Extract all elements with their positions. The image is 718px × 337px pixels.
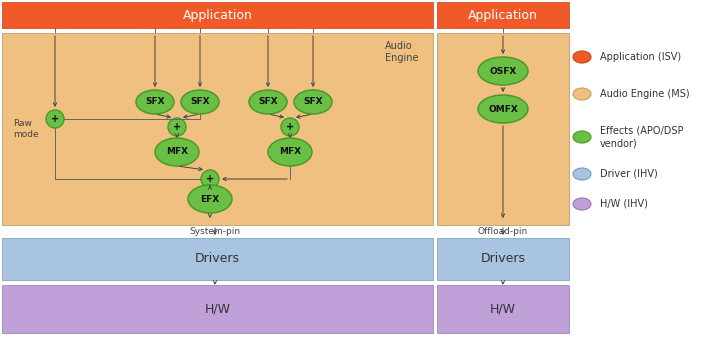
- Text: Raw
mode: Raw mode: [13, 119, 39, 139]
- Bar: [437, 33, 569, 225]
- Ellipse shape: [181, 90, 219, 114]
- Ellipse shape: [294, 90, 332, 114]
- Ellipse shape: [201, 170, 219, 188]
- Ellipse shape: [478, 57, 528, 85]
- Text: EFX: EFX: [200, 194, 220, 204]
- Ellipse shape: [573, 51, 591, 63]
- Text: SFX: SFX: [145, 97, 165, 106]
- Text: Audio Engine (MS): Audio Engine (MS): [600, 89, 689, 99]
- Text: MFX: MFX: [279, 148, 301, 156]
- Text: OSFX: OSFX: [489, 66, 517, 75]
- Text: H/W: H/W: [205, 303, 230, 315]
- Text: Application: Application: [182, 8, 253, 22]
- Bar: [437, 2, 569, 28]
- Text: SFX: SFX: [303, 97, 323, 106]
- Text: MFX: MFX: [166, 148, 188, 156]
- Ellipse shape: [136, 90, 174, 114]
- Bar: [437, 238, 569, 280]
- Ellipse shape: [46, 110, 64, 128]
- Ellipse shape: [573, 198, 591, 210]
- Bar: [2, 2, 433, 28]
- Bar: [437, 285, 569, 333]
- Text: SFX: SFX: [190, 97, 210, 106]
- Ellipse shape: [249, 90, 287, 114]
- Text: +: +: [173, 122, 181, 132]
- Ellipse shape: [188, 185, 232, 213]
- Text: +: +: [206, 174, 214, 184]
- Ellipse shape: [155, 138, 199, 166]
- Ellipse shape: [281, 118, 299, 136]
- Text: +: +: [51, 114, 59, 124]
- Text: H/W (IHV): H/W (IHV): [600, 199, 648, 209]
- Text: Application (ISV): Application (ISV): [600, 52, 681, 62]
- Bar: [2, 285, 433, 333]
- Text: H/W: H/W: [490, 303, 516, 315]
- Ellipse shape: [573, 88, 591, 100]
- Text: Offload-pin: Offload-pin: [478, 227, 528, 236]
- Text: Drivers: Drivers: [480, 252, 526, 266]
- Ellipse shape: [573, 168, 591, 180]
- Ellipse shape: [168, 118, 186, 136]
- Text: Application: Application: [468, 8, 538, 22]
- Text: System-pin: System-pin: [190, 227, 241, 236]
- Text: Driver (IHV): Driver (IHV): [600, 169, 658, 179]
- Text: Audio
Engine: Audio Engine: [385, 41, 419, 63]
- Text: Effects (APO/DSP
vendor): Effects (APO/DSP vendor): [600, 126, 684, 148]
- Text: +: +: [286, 122, 294, 132]
- Ellipse shape: [268, 138, 312, 166]
- Bar: [2, 33, 433, 225]
- Text: OMFX: OMFX: [488, 104, 518, 114]
- Ellipse shape: [478, 95, 528, 123]
- Text: Drivers: Drivers: [195, 252, 240, 266]
- Text: SFX: SFX: [258, 97, 278, 106]
- Bar: [2, 238, 433, 280]
- Ellipse shape: [573, 131, 591, 143]
